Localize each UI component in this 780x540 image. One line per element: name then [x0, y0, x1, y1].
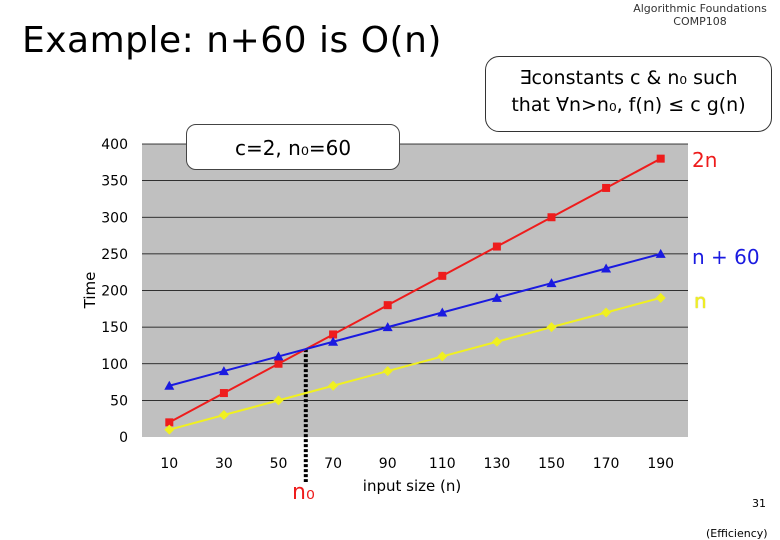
slide-title: Example: n+60 is O(n) — [22, 20, 442, 61]
point-2n-130 — [492, 242, 501, 251]
definition-callout: ∃constants c & n₀ such that ∀n>n₀, f(n) … — [485, 56, 772, 132]
point-n-190 — [655, 292, 666, 303]
x-tick-190: 190 — [647, 456, 674, 472]
constant-callout: c=2, n₀=60 — [186, 124, 400, 170]
point-2n-110 — [438, 271, 447, 280]
x-tick-10: 10 — [160, 456, 178, 472]
point-n-60-90 — [382, 322, 393, 332]
series-group — [164, 154, 666, 435]
definition-line-1: ∃constants c & n₀ such — [519, 67, 738, 89]
point-n-170 — [601, 307, 612, 318]
point-n-60-70 — [328, 336, 339, 346]
x-tick-labels: 10 30 50 70 90 110 130 150 170 190 — [160, 456, 674, 472]
y-tick-400: 400 — [101, 137, 128, 153]
point-n-60-10 — [164, 380, 175, 390]
point-n-60-110 — [437, 307, 448, 317]
point-n-50 — [273, 395, 284, 406]
point-2n-170 — [602, 183, 611, 192]
y-tick-300: 300 — [101, 210, 128, 226]
course-name: Algorithmic Foundations — [633, 2, 767, 15]
x-tick-170: 170 — [593, 456, 620, 472]
page-number: 31 — [752, 497, 766, 510]
definition-line-2: that ∀n>n₀, f(n) ≤ c g(n) — [511, 94, 746, 116]
point-2n-190 — [656, 154, 665, 163]
n0-label: n₀ — [292, 480, 315, 505]
series-label-n-plus-60: n + 60 — [692, 245, 760, 269]
point-2n-50 — [274, 359, 283, 368]
point-n-60-50 — [273, 351, 284, 361]
point-n-30 — [218, 410, 229, 421]
y-tick-100: 100 — [101, 357, 128, 373]
y-tick-250: 250 — [101, 247, 128, 263]
point-n-90 — [382, 366, 393, 377]
series-label-2n: 2n — [692, 148, 718, 172]
point-n-150 — [546, 322, 557, 333]
point-n-110 — [437, 351, 448, 362]
point-n-60-130 — [491, 292, 502, 302]
x-tick-110: 110 — [429, 456, 456, 472]
series-line-n-60 — [169, 252, 661, 387]
point-n-10 — [164, 424, 175, 435]
y-tick-350: 350 — [101, 174, 128, 190]
y-tick-0: 0 — [119, 430, 128, 446]
point-n-70 — [328, 380, 339, 391]
point-2n-30 — [219, 389, 228, 398]
point-n-60-30 — [218, 366, 229, 376]
point-2n-150 — [547, 213, 556, 222]
point-2n-10 — [165, 418, 174, 427]
point-2n-70 — [329, 330, 338, 339]
point-n-130 — [491, 336, 502, 347]
y-axis-label: Time — [81, 272, 99, 310]
y-tick-50: 50 — [110, 393, 128, 409]
topic-label: (Efficiency) — [706, 527, 768, 540]
y-tick-150: 150 — [101, 320, 128, 336]
y-tick-200: 200 — [101, 284, 128, 300]
x-tick-150: 150 — [538, 456, 565, 472]
series-label-n: n — [694, 289, 707, 313]
x-tick-130: 130 — [484, 456, 511, 472]
point-n-60-150 — [546, 278, 557, 288]
series-line-n — [169, 296, 661, 431]
series-line-2n — [168, 157, 662, 424]
point-2n-90 — [383, 301, 392, 310]
course-code: COMP108 — [673, 15, 727, 28]
y-tick-labels: 0 50 100 150 200 250 300 350 400 — [101, 137, 128, 446]
x-axis-label: input size (n) — [363, 477, 461, 495]
course-header: Algorithmic Foundations COMP108 — [600, 2, 780, 28]
x-tick-70: 70 — [324, 456, 342, 472]
point-n-60-170 — [601, 263, 612, 273]
x-tick-30: 30 — [215, 456, 233, 472]
x-tick-90: 90 — [379, 456, 397, 472]
point-n-60-190 — [655, 248, 666, 258]
x-tick-50: 50 — [270, 456, 288, 472]
